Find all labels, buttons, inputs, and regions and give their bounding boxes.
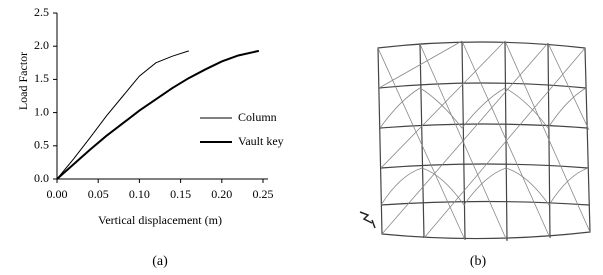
y-tick-label: 1.5 <box>34 71 49 85</box>
legend-label: Column <box>238 110 277 124</box>
x-axis-label: Vertical displacement (m) <box>98 213 222 227</box>
x-tick-label: 0.00 <box>47 187 68 201</box>
series-line <box>57 51 189 179</box>
x-tick-label: 0.10 <box>129 187 150 201</box>
x-tick-label: 0.20 <box>211 187 232 201</box>
figure: Load Factor Vertical displacement (m) (a… <box>0 0 603 275</box>
x-tick-label: 0.05 <box>88 187 109 201</box>
x-tick-label: 0.25 <box>253 187 274 201</box>
caption: (a) <box>152 254 168 269</box>
mesh-image <box>360 41 590 241</box>
caption: (b) <box>470 254 487 269</box>
series-line <box>57 51 259 179</box>
y-tick-label: 1.0 <box>34 104 49 118</box>
x-tick-label: 0.15 <box>170 187 191 201</box>
y-tick-label: 0.5 <box>34 138 49 152</box>
y-tick-label: 2.5 <box>34 5 49 19</box>
y-tick-label: 2.0 <box>34 38 49 52</box>
y-axis-label: Load Factor <box>16 52 30 110</box>
y-tick-label: 0.0 <box>34 171 49 185</box>
legend-label: Vault key <box>238 134 284 148</box>
